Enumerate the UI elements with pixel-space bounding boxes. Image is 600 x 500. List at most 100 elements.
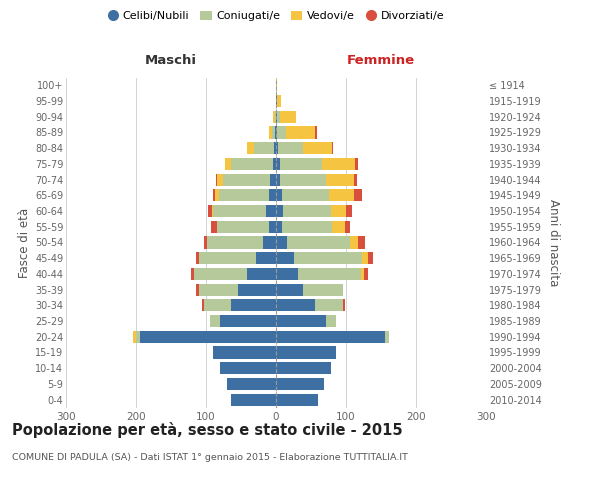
Bar [278,142,302,154]
Bar [215,189,218,202]
Bar [329,189,354,202]
Bar [266,205,276,217]
Bar [343,299,344,312]
Bar [358,236,365,248]
Bar [276,299,314,312]
Bar [275,110,276,123]
Bar [281,220,332,233]
Bar [354,174,356,186]
Bar [194,268,247,280]
Legend: Celibi/Nubili, Coniugati/e, Vedovi/e, Divorziati/e: Celibi/Nubili, Coniugati/e, Vedovi/e, Di… [103,6,449,25]
Bar [196,252,199,264]
Text: Femmine: Femmine [347,54,415,66]
Bar [277,110,280,123]
Bar [331,205,346,217]
Bar [276,268,298,280]
Bar [269,126,272,138]
Bar [256,252,276,264]
Bar [204,236,208,248]
Bar [355,158,358,170]
Bar [302,284,343,296]
Bar [217,174,223,186]
Bar [276,236,287,248]
Bar [276,110,277,123]
Bar [212,205,213,217]
Bar [276,189,281,202]
Bar [269,220,276,233]
Text: Popolazione per età, sesso e stato civile - 2015: Popolazione per età, sesso e stato civil… [12,422,403,438]
Bar [276,205,283,217]
Bar [217,220,269,233]
Bar [274,142,276,154]
Text: Maschi: Maschi [145,54,197,66]
Bar [326,315,336,327]
Bar [273,110,275,123]
Bar [271,174,276,186]
Bar [368,252,373,264]
Bar [326,174,354,186]
Bar [220,362,276,374]
Bar [227,378,276,390]
Bar [298,268,361,280]
Bar [230,394,276,406]
Bar [208,236,263,248]
Bar [225,158,230,170]
Bar [276,284,302,296]
Bar [361,268,364,280]
Bar [272,126,275,138]
Bar [344,220,350,233]
Bar [209,315,220,327]
Bar [247,268,276,280]
Bar [199,252,256,264]
Bar [220,315,276,327]
Bar [322,158,355,170]
Bar [293,252,362,264]
Bar [349,236,358,248]
Bar [254,142,274,154]
Bar [276,394,318,406]
Bar [191,268,194,280]
Bar [204,299,230,312]
Bar [216,174,217,186]
Bar [275,126,276,138]
Bar [218,189,269,202]
Bar [202,299,204,312]
Bar [213,189,215,202]
Bar [133,330,136,343]
Bar [276,174,280,186]
Bar [272,158,276,170]
Bar [287,236,349,248]
Bar [269,189,276,202]
Bar [211,220,217,233]
Bar [247,142,254,154]
Bar [354,189,362,202]
Bar [364,268,368,280]
Bar [276,315,326,327]
Bar [199,284,238,296]
Bar [277,95,281,107]
Bar [276,142,278,154]
Bar [276,220,281,233]
Bar [280,174,326,186]
Bar [139,330,276,343]
Bar [223,174,271,186]
Bar [276,158,280,170]
Bar [276,252,293,264]
Bar [276,346,335,358]
Bar [286,126,315,138]
Bar [302,142,332,154]
Bar [276,95,277,107]
Text: COMUNE DI PADULA (SA) - Dati ISTAT 1° gennaio 2015 - Elaborazione TUTTITALIA.IT: COMUNE DI PADULA (SA) - Dati ISTAT 1° ge… [12,452,408,462]
Bar [196,284,199,296]
Bar [276,378,323,390]
Bar [280,110,296,123]
Bar [276,126,277,138]
Bar [276,79,277,92]
Bar [213,346,276,358]
Bar [208,205,212,217]
Bar [385,330,389,343]
Bar [230,158,272,170]
Bar [332,142,334,154]
Bar [315,126,317,138]
Bar [281,189,329,202]
